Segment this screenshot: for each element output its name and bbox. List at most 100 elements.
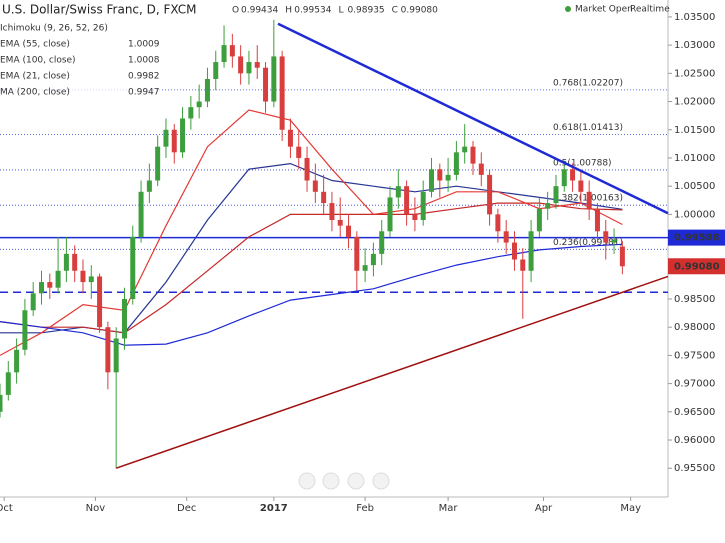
candle-body (619, 246, 625, 267)
candle-body (130, 236, 136, 299)
candle-body (229, 45, 235, 57)
fib-label: 0.5(1.00788) (553, 158, 612, 168)
quote-value: 0.99080 (401, 6, 438, 16)
candle-body (14, 349, 20, 373)
chart-title: U.S. Dollar/Swiss Franc, D, FXCM (2, 3, 197, 17)
candle-body (188, 107, 194, 119)
candle-body (395, 186, 401, 198)
legend-name: EMA (21, close) (0, 72, 70, 82)
candle-body (603, 231, 609, 243)
candle-body (470, 146, 476, 164)
candle-body (354, 236, 360, 271)
legend-value: 1.0009 (128, 40, 160, 50)
candle-body (213, 62, 219, 79)
legend-bg (0, 37, 160, 51)
candle-body (487, 174, 493, 215)
candle-body (304, 157, 310, 181)
price-label: 0.99588 (674, 233, 720, 244)
candle-body (88, 276, 94, 283)
candle-body (180, 118, 186, 153)
price-label: 0.99080 (674, 261, 720, 272)
y-tick-label: 1.03000 (674, 40, 715, 51)
y-tick-label: 0.98500 (674, 294, 715, 305)
quote-value: 0.99534 (294, 6, 331, 16)
candle-body (246, 62, 252, 74)
legend-name: EMA (100, close) (0, 56, 76, 66)
y-tick-label: 0.97500 (674, 350, 715, 361)
y-tick-label: 1.01500 (674, 125, 715, 136)
candle-body (495, 214, 501, 232)
y-tick-label: 0.97000 (674, 379, 715, 390)
candle-body (429, 169, 435, 192)
trendline (115, 275, 669, 469)
candle-body (163, 129, 169, 147)
y-tick-label: 1.02500 (674, 68, 715, 79)
candle-body (462, 146, 468, 153)
x-tick-label: Nov (86, 503, 106, 514)
x-tick-label: Mar (439, 503, 459, 514)
x-tick-label: Feb (356, 503, 374, 514)
legend-bg (0, 85, 160, 99)
candle-body (312, 180, 318, 192)
price-label-box (668, 258, 725, 275)
candle-body (404, 186, 410, 215)
candle-body (55, 270, 61, 288)
candle-body (63, 253, 69, 271)
candle-body (5, 372, 11, 395)
zoom-out[interactable] (298, 472, 316, 490)
candle-body (287, 129, 293, 147)
quote-key: L (338, 6, 343, 16)
y-tick-label: 1.03500 (674, 12, 715, 23)
candle-body (72, 253, 78, 271)
candle-body (204, 78, 210, 102)
zoom-controls[interactable] (298, 472, 390, 490)
candle-body (155, 146, 161, 181)
y-tick-label: 1.00000 (674, 209, 715, 220)
candle-body (520, 259, 526, 271)
candle-body (528, 231, 534, 271)
candle-body (412, 214, 418, 221)
legend-name: EMA (55, close) (0, 40, 70, 50)
y-tick-label: 0.95500 (674, 463, 715, 474)
status-dot (565, 6, 571, 12)
candle-body (478, 163, 484, 175)
x-tick-label: Oct (0, 503, 13, 514)
quote-key: O (232, 6, 239, 16)
quote-key: C (392, 6, 398, 16)
status: Realtime (630, 5, 670, 15)
candle-body (379, 231, 385, 254)
legend-value: 0.9947 (128, 88, 160, 98)
quote-value: 0.99434 (241, 6, 278, 16)
y-tick-label: 0.98000 (674, 322, 715, 333)
candle-body (238, 56, 244, 74)
reset[interactable] (372, 472, 390, 490)
zoom-in[interactable] (322, 472, 340, 490)
legend-value: 0.9982 (128, 72, 160, 82)
candle-body (387, 197, 393, 232)
candle-body (420, 191, 426, 221)
x-tick-label: Apr (535, 503, 553, 514)
candle-body (578, 180, 584, 192)
quote-key: H (285, 6, 292, 16)
status: Market Open (575, 5, 633, 15)
candle-body (105, 327, 111, 373)
legend-bg (0, 69, 160, 83)
candle-body (346, 225, 352, 237)
y-tick-label: 1.01000 (674, 153, 715, 164)
price-label-box (668, 229, 725, 246)
candle-body (503, 231, 509, 243)
candle-body (221, 45, 227, 63)
candle-body (561, 169, 567, 187)
y-tick-label: 0.96000 (674, 435, 715, 446)
fib-label: 0.618(1.01413) (553, 123, 623, 133)
candle-body (570, 169, 576, 181)
candle-body (38, 282, 44, 294)
y-tick-label: 0.96500 (674, 407, 715, 418)
candle-body (296, 146, 302, 158)
scroll-right[interactable] (347, 472, 365, 490)
candle-body (545, 203, 551, 209)
x-tick-label: May (620, 503, 641, 514)
candle-body (594, 208, 600, 232)
candle-body (329, 203, 335, 221)
